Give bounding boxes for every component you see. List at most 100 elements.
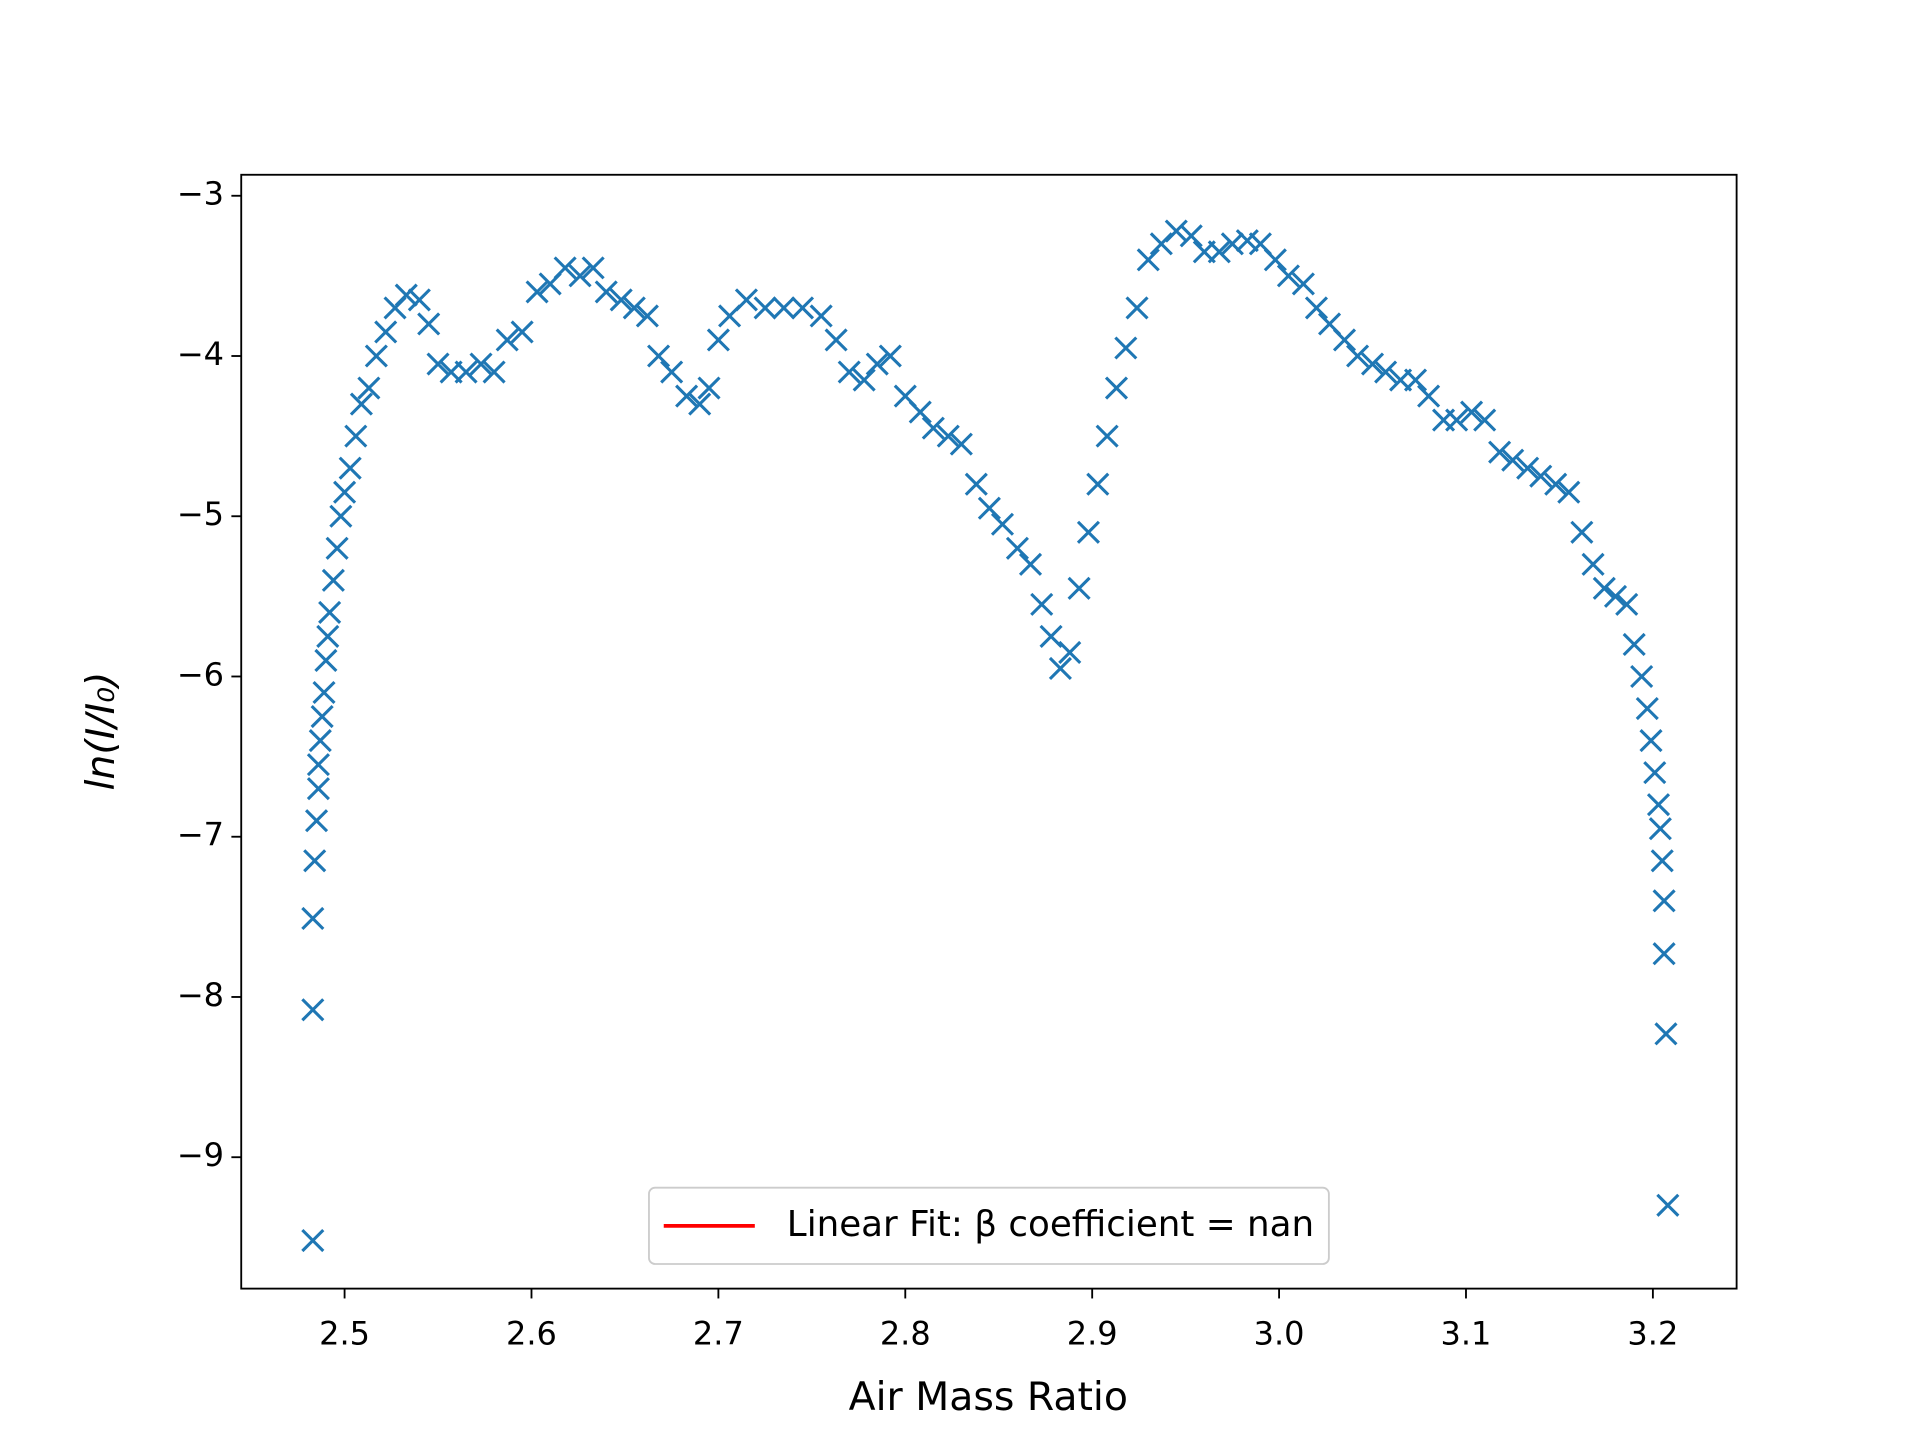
point <box>553 256 577 280</box>
point <box>1263 248 1287 272</box>
point <box>306 753 330 777</box>
point <box>1445 408 1469 432</box>
point <box>837 360 861 384</box>
point <box>1086 472 1110 496</box>
point <box>1018 552 1043 576</box>
point <box>1291 272 1315 296</box>
point <box>1332 328 1357 352</box>
point <box>1656 1193 1680 1217</box>
point <box>306 777 330 801</box>
point <box>1622 632 1646 656</box>
plot-area <box>301 219 1680 1253</box>
point <box>495 328 519 352</box>
x-tick-label: 3.0 <box>1254 1314 1305 1352</box>
point <box>809 304 833 328</box>
point <box>301 906 325 931</box>
point <box>426 352 450 376</box>
point <box>675 384 699 408</box>
point <box>1557 480 1581 504</box>
point <box>1639 729 1663 753</box>
point <box>1048 656 1072 681</box>
x-tick-label: 3.1 <box>1441 1314 1492 1352</box>
point <box>1635 696 1659 721</box>
point <box>314 648 338 673</box>
point <box>1643 761 1667 785</box>
point <box>581 256 605 280</box>
point <box>609 288 633 312</box>
point <box>594 280 618 304</box>
point <box>1581 552 1605 576</box>
point <box>338 456 362 480</box>
point <box>1067 576 1091 600</box>
point <box>1615 592 1639 616</box>
x-tick-label: 2.5 <box>319 1314 370 1352</box>
y-tick-label: −6 <box>177 655 224 693</box>
point <box>706 328 730 352</box>
point <box>312 680 336 705</box>
point <box>949 432 973 456</box>
x-tick-label: 2.6 <box>506 1314 557 1352</box>
point <box>1235 229 1259 253</box>
point <box>921 416 945 440</box>
y-axis-label: ln(I/I₀) <box>78 672 124 791</box>
point <box>865 352 889 376</box>
x-tick-label: 2.7 <box>693 1314 744 1352</box>
y-tick-label: −7 <box>177 816 224 854</box>
point <box>688 392 712 416</box>
point <box>568 264 592 288</box>
point <box>1164 219 1188 243</box>
point <box>1529 464 1553 488</box>
point <box>1592 576 1616 600</box>
point <box>1544 472 1568 496</box>
point <box>1346 344 1370 368</box>
y-tick-label: −5 <box>177 495 224 533</box>
point <box>1648 817 1672 841</box>
point <box>364 344 388 368</box>
point <box>394 283 418 307</box>
point <box>1654 1022 1678 1046</box>
point <box>1570 520 1594 544</box>
point <box>1136 248 1160 272</box>
point <box>753 296 777 320</box>
legend-label: Linear Fit: β coefficient = nan <box>787 1204 1314 1245</box>
point <box>1360 352 1385 376</box>
point <box>1646 793 1671 817</box>
point <box>772 296 796 320</box>
point <box>878 344 902 368</box>
point <box>305 809 329 833</box>
point <box>936 424 960 448</box>
point <box>407 288 431 312</box>
point <box>349 392 373 416</box>
point <box>1104 376 1129 400</box>
point <box>316 624 340 648</box>
x-tick-label: 2.8 <box>880 1314 931 1352</box>
point <box>790 296 815 320</box>
point <box>318 600 342 624</box>
point <box>1030 592 1054 616</box>
point <box>469 352 493 376</box>
point <box>660 360 684 384</box>
point <box>1076 520 1100 544</box>
point <box>301 1228 325 1253</box>
point <box>525 280 549 304</box>
point <box>321 568 345 592</box>
point <box>1179 224 1203 248</box>
point <box>454 360 478 384</box>
x-axis-label: Air Mass Ratio <box>849 1374 1128 1420</box>
point <box>1095 424 1119 448</box>
point <box>1039 624 1063 648</box>
point <box>1304 296 1329 320</box>
x-tick-label: 2.9 <box>1067 1314 1118 1352</box>
point <box>1630 664 1654 689</box>
y-tick-label: −9 <box>177 1136 224 1174</box>
point <box>325 536 349 560</box>
point <box>1207 240 1231 264</box>
point <box>977 496 1001 520</box>
point <box>344 424 368 448</box>
point <box>647 344 671 368</box>
point <box>734 288 758 312</box>
point <box>1652 889 1676 913</box>
point <box>697 376 721 400</box>
point <box>1460 400 1484 424</box>
